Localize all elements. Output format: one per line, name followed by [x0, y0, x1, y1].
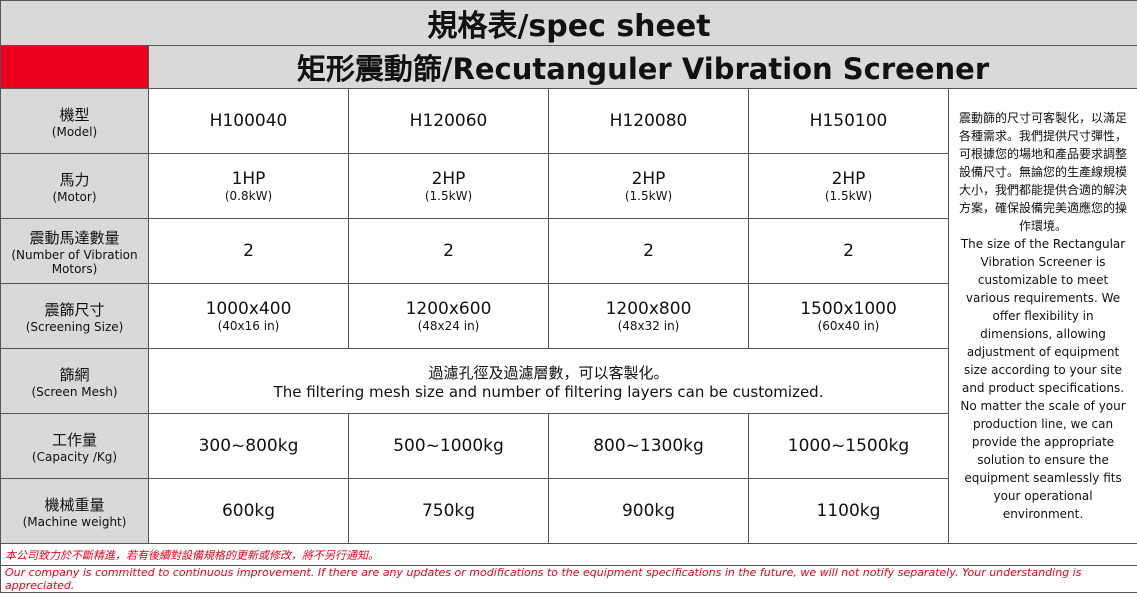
cell: 1100kg — [748, 478, 949, 544]
cell-main: H100040 — [209, 111, 288, 131]
cell: 750kg — [348, 478, 549, 544]
cell-sub: The filtering mesh size and number of fi… — [273, 382, 824, 401]
cell-main: 2 — [443, 241, 454, 261]
cell: 1000~1500kg — [748, 413, 949, 479]
cell-sub: (48x32 in) — [617, 319, 680, 333]
label-zh: 馬力 — [59, 170, 90, 189]
cell: H150100 — [748, 88, 949, 154]
footer: 本公司致力於不斷精進，若有後續對設備規格的更新或修改，將不另行通知。 — [0, 543, 1137, 566]
footer-row: 本公司致力於不斷精進，若有後續對設備規格的更新或修改，將不另行通知。 — [0, 543, 1137, 566]
row-label: 馬力 (Motor) — [0, 153, 149, 219]
label-en: (Number of Vibration Motors) — [11, 247, 138, 276]
title: 規格表/spec sheet — [0, 0, 1137, 46]
cell-main: 1HP — [231, 169, 266, 189]
cell: 2 — [148, 218, 349, 284]
label-zh: 機型 — [59, 105, 90, 124]
label-en: (Capacity /Kg) — [31, 449, 118, 464]
label-zh: 工作量 — [51, 430, 97, 449]
row-label: 機械重量 (Machine weight) — [0, 478, 149, 544]
cell-main: 2 — [243, 241, 254, 261]
label-en: (Model) — [51, 124, 98, 139]
cell-main: 600kg — [221, 501, 276, 521]
label-en: (Screening Size) — [25, 319, 124, 334]
label-zh: 篩網 — [59, 365, 90, 384]
cell-main: 800~1300kg — [593, 436, 704, 456]
cell: 300~800kg — [148, 413, 349, 479]
row: 馬力 (Motor) 1HP (0.8kW) 2HP (1.5kW) 2HP (1.5kW) 2… — [0, 153, 1137, 219]
cell: H120060 — [348, 88, 549, 154]
cell-main: 1000x400 — [205, 299, 292, 319]
row-label: 震篩尺寸 (Screening Size) — [0, 283, 149, 349]
cell: 2 — [748, 218, 949, 284]
cell-sub: (1.5kW) — [824, 189, 873, 203]
note: 震動篩的尺寸可客製化，以滿足各種需求。我們提供尺寸彈性，可根據您的場地和產品要求… — [947, 88, 1137, 544]
cell-sub: (1.5kW) — [624, 189, 673, 203]
cell-main: H120080 — [609, 111, 688, 131]
label-zh: 機械重量 — [44, 495, 105, 514]
note-zh: 震動篩的尺寸可客製化，以滿足各種需求。我們提供尺寸彈性，可根據您的場地和產品要求… — [959, 111, 1128, 233]
row: 篩網 (Screen Mesh) 過濾孔徑及過濾層數，可以客製化。 The filte… — [0, 348, 1137, 414]
note-en: The size of the Rectangular Vibration Sc… — [960, 237, 1126, 521]
label-zh: 震篩尺寸 — [44, 300, 105, 319]
cell: 1200x600 (48x24 in) — [348, 283, 549, 349]
footer: Our company is committed to continuous i… — [0, 565, 1137, 593]
cell-main: 2HP — [431, 169, 466, 189]
cell: 過濾孔徑及過濾層數，可以客製化。 The filtering mesh size … — [148, 348, 949, 414]
label-zh: 震動馬達數量 — [29, 228, 120, 247]
row-label: 工作量 (Capacity /Kg) — [0, 413, 149, 479]
row: 機械重量 (Machine weight) 600kg 750kg 900kg 1100k… — [0, 478, 1137, 544]
cell-main: 300~800kg — [198, 436, 299, 456]
cell-sub: (1.5kW) — [424, 189, 473, 203]
cell-main: 1000~1500kg — [787, 436, 910, 456]
cell: 2 — [548, 218, 749, 284]
red-block — [0, 45, 149, 89]
cell: 2HP (1.5kW) — [548, 153, 749, 219]
cell: H100040 — [148, 88, 349, 154]
cell-main: 500~1000kg — [393, 436, 504, 456]
cell: 800~1300kg — [548, 413, 749, 479]
row: 機型 (Model) H100040 H120060 H120080 H150100 震動篩… — [0, 88, 1137, 544]
cell: 1HP (0.8kW) — [148, 153, 349, 219]
cell-main: 2HP — [831, 169, 866, 189]
cell-main: 2HP — [631, 169, 666, 189]
footer-row: Our company is committed to continuous i… — [0, 565, 1137, 593]
cell: 2HP (1.5kW) — [748, 153, 949, 219]
cell-main: 2 — [643, 241, 654, 261]
cell: 500~1000kg — [348, 413, 549, 479]
cell-main: 2 — [843, 241, 854, 261]
cell-main: 1200x600 — [405, 299, 492, 319]
cell: 1200x800 (48x32 in) — [548, 283, 749, 349]
cell: 900kg — [548, 478, 749, 544]
cell-sub: (0.8kW) — [224, 189, 273, 203]
cell-main: 1100kg — [816, 501, 881, 521]
cell-main: 900kg — [621, 501, 676, 521]
cell-main: H120060 — [409, 111, 488, 131]
row-label: 震動馬達數量 (Number of Vibration Motors) — [0, 218, 149, 284]
cell-main: 過濾孔徑及過濾層數，可以客製化。 — [428, 363, 669, 382]
row: 震篩尺寸 (Screening Size) 1000x400 (40x16 in) 12… — [0, 283, 1137, 349]
row-label: 機型 (Model) — [0, 88, 149, 154]
row-label: 篩網 (Screen Mesh) — [0, 348, 149, 414]
subtitle: 矩形震動篩/Recutanguler Vibration Screener — [147, 45, 1137, 89]
cell-sub: (40x16 in) — [217, 319, 280, 333]
cell: 2 — [348, 218, 549, 284]
cell: 2HP (1.5kW) — [348, 153, 549, 219]
cell-sub: (60x40 in) — [817, 319, 880, 333]
label-en: (Screen Mesh) — [31, 384, 118, 399]
label-en: (Machine weight) — [22, 514, 127, 529]
cell: 600kg — [148, 478, 349, 544]
cell: 1500x1000 (60x40 in) — [748, 283, 949, 349]
cell-main: 1200x800 — [605, 299, 692, 319]
cell: H120080 — [548, 88, 749, 154]
label-en: (Motor) — [52, 189, 97, 204]
cell-main: 1500x1000 — [800, 299, 897, 319]
cell: 1000x400 (40x16 in) — [148, 283, 349, 349]
row: 震動馬達數量 (Number of Vibration Motors) 2 2 2 2 — [0, 218, 1137, 284]
cell-main: H150100 — [809, 111, 888, 131]
cell-sub: (48x24 in) — [417, 319, 480, 333]
cell-main: 750kg — [421, 501, 476, 521]
